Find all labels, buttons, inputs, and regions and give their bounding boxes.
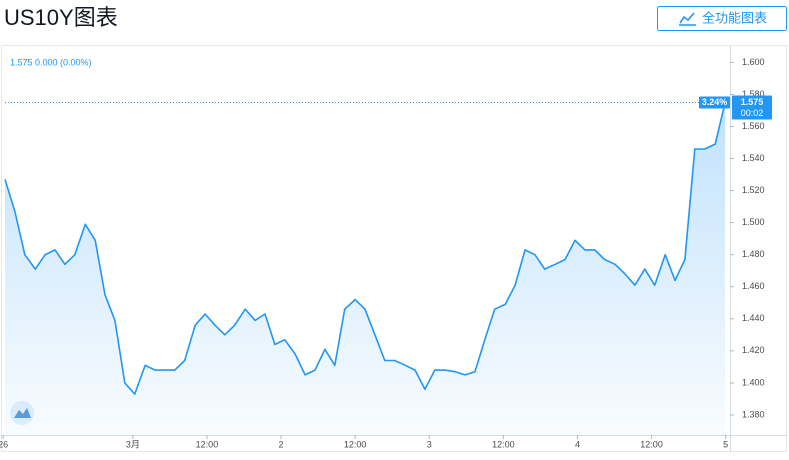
price-tag-time: 00:02 [741, 108, 764, 118]
chart-title: US10Y图表 [4, 5, 118, 30]
change-tag [699, 96, 730, 109]
x-tick-label: 5 [723, 439, 728, 449]
button-label[interactable]: 全功能图表 [702, 10, 767, 25]
y-tick-label: 1.400 [742, 377, 765, 387]
price-tag-label: 1.575 [741, 97, 764, 107]
x-tick-label: 12:00 [640, 439, 663, 449]
y-tick-label: 1.520 [742, 185, 765, 195]
y-tick-label: 1.540 [742, 153, 765, 163]
y-tick-label: 1.420 [742, 345, 765, 355]
price-tag [732, 95, 772, 120]
button-icon[interactable] [679, 12, 695, 24]
y-tick-label: 1.560 [742, 121, 765, 131]
y-tick-label: 1.580 [742, 89, 765, 99]
x-tick-label: 12:00 [492, 439, 515, 449]
x-tick-label: 3月 [126, 439, 140, 449]
change-tag-label: 3.24% [702, 97, 728, 107]
x-tick-label: 4 [575, 439, 580, 449]
y-tick-label: 1.440 [742, 313, 765, 323]
x-tick-label: 3 [427, 439, 432, 449]
y-tick-label: 1.380 [742, 409, 765, 419]
full-chart-button[interactable]: 全功能图表 [657, 6, 787, 31]
x-tick-label: 2 [279, 439, 284, 449]
x-tick-label: 12:00 [196, 439, 219, 449]
y-tick-label: 1.600 [742, 57, 765, 67]
quote-text: 1.575 0.000 (0.00%) [10, 57, 92, 67]
x-tick-label: 12:00 [344, 439, 367, 449]
y-tick-label: 1.500 [742, 217, 765, 227]
y-tick-label: 1.460 [742, 281, 765, 291]
y-tick-label: 1.480 [742, 249, 765, 259]
x-tick-label: 26 [0, 439, 8, 449]
line-area [5, 102, 726, 435]
chart-frame [1, 45, 787, 452]
price-line [4, 102, 726, 395]
